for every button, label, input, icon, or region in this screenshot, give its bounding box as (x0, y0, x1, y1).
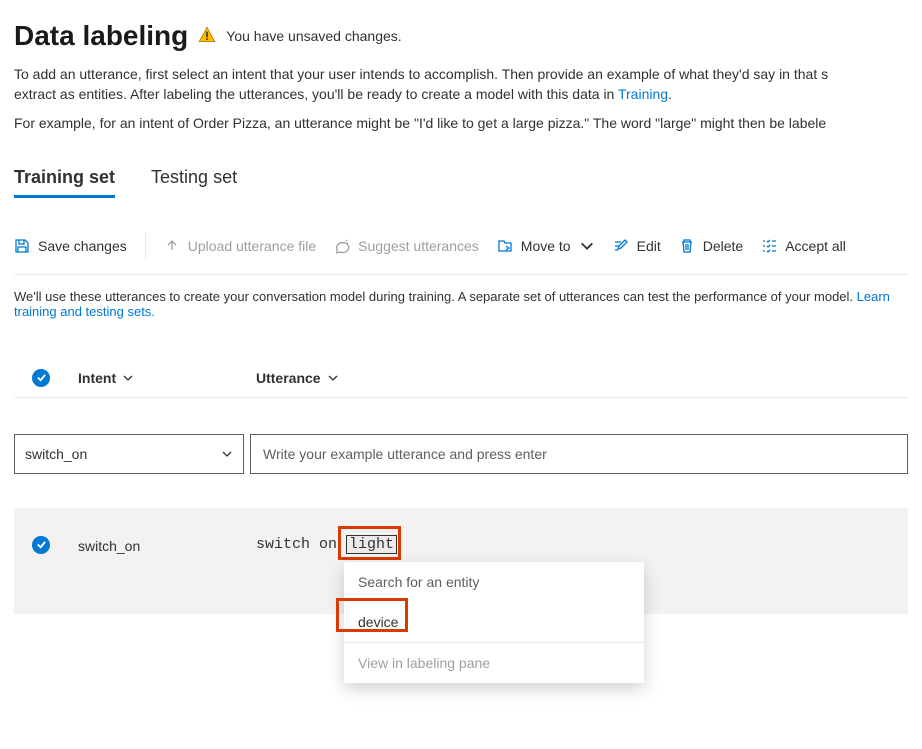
move-to-button[interactable]: Move to (497, 238, 595, 254)
suggest-icon (334, 238, 350, 254)
training-link[interactable]: Training (618, 86, 668, 102)
new-utterance-row: switch_on (14, 434, 908, 474)
intro-paragraph-1: To add an utterance, first select an int… (14, 64, 908, 105)
utterance-text: switch on (256, 536, 346, 553)
page-title: Data labeling (14, 20, 188, 52)
training-testing-link[interactable]: training and testing sets. (14, 304, 155, 319)
column-utterance[interactable]: Utterance (256, 370, 339, 386)
column-intent[interactable]: Intent (78, 370, 228, 386)
warning-icon (198, 26, 216, 47)
edit-button[interactable]: Edit (613, 238, 661, 254)
delete-icon (679, 238, 695, 254)
tabs: Training set Testing set (14, 161, 908, 198)
entity-dropdown: Search for an entity device View in labe… (344, 562, 644, 683)
row-utterance[interactable]: switch on light Search for an entity dev… (256, 536, 397, 553)
tab-training-set[interactable]: Training set (14, 161, 115, 198)
view-in-labeling-pane: View in labeling pane (344, 642, 644, 683)
entity-token[interactable]: light (346, 535, 397, 554)
moveto-icon (497, 238, 513, 254)
row-intent: switch_on (78, 536, 228, 554)
toolbar: Save changes Upload utterance file Sugge… (14, 226, 908, 275)
chevron-down-icon (579, 238, 595, 254)
info-text: We'll use these utterances to create you… (14, 289, 908, 319)
save-icon (14, 238, 30, 254)
upload-utterance-button: Upload utterance file (164, 238, 316, 254)
edit-icon (613, 238, 629, 254)
utterance-row: switch_on switch on light Search for an … (14, 508, 908, 614)
suggest-utterances-button: Suggest utterances (334, 238, 479, 254)
toolbar-divider (145, 232, 146, 260)
row-checkbox[interactable] (32, 536, 50, 554)
intro-paragraph-2: For example, for an intent of Order Pizz… (14, 113, 908, 133)
save-changes-button[interactable]: Save changes (14, 238, 127, 254)
tab-testing-set[interactable]: Testing set (151, 161, 237, 198)
learn-more-link[interactable]: Learn (857, 289, 890, 304)
chevron-down-icon (221, 448, 233, 460)
unsaved-warning-text: You have unsaved changes. (226, 28, 401, 44)
accept-all-button[interactable]: Accept all (761, 238, 846, 254)
select-all-checkbox[interactable] (32, 369, 50, 387)
upload-icon (164, 238, 180, 254)
delete-button[interactable]: Delete (679, 238, 743, 254)
chevron-down-icon (327, 372, 339, 384)
chevron-down-icon (122, 372, 134, 384)
utterance-input[interactable] (250, 434, 908, 474)
table-header: Intent Utterance (14, 359, 908, 398)
intent-select[interactable]: switch_on (14, 434, 244, 474)
entity-option-device[interactable]: device (344, 602, 644, 642)
entity-search[interactable]: Search for an entity (344, 562, 644, 602)
accept-all-icon (761, 238, 777, 254)
